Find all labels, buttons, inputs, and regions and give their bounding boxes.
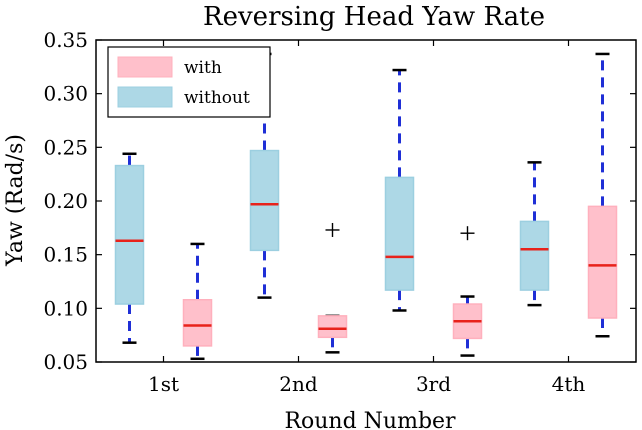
box-body [384, 176, 415, 291]
legend: with without [107, 46, 271, 118]
x-axis-label: Round Number [284, 409, 456, 430]
box-body [114, 164, 145, 305]
outlier-marker [460, 226, 475, 241]
box-without-1st [114, 152, 145, 344]
x-tick-label: 1st [148, 372, 179, 396]
box-body [317, 315, 348, 339]
y-tick-label: 0.35 [43, 28, 88, 52]
box-with-1st [182, 242, 213, 361]
y-tick-label: 0.05 [43, 350, 88, 374]
y-tick-label: 0.25 [43, 135, 88, 159]
box-without-3rd [384, 68, 415, 312]
y-axis-label: Yaw (Rad/s) [3, 134, 28, 267]
box-with-3rd [452, 226, 483, 357]
x-tick-label: 4th [552, 372, 586, 396]
y-tick-label: 0.30 [43, 82, 88, 106]
box-body [519, 220, 550, 291]
x-tick-label: 3rd [416, 372, 451, 396]
legend-label-without: without [184, 88, 250, 108]
x-tick-label: 2nd [279, 372, 318, 396]
box-body [587, 205, 618, 319]
legend-label-with: with [184, 58, 222, 78]
box-without-4th [519, 161, 550, 307]
y-tick-label: 0.10 [43, 296, 88, 320]
outlier-marker [325, 222, 340, 237]
box-body [182, 298, 213, 347]
box-without-2nd [249, 52, 280, 299]
box-body [249, 149, 280, 252]
y-tick-label: 0.20 [43, 189, 88, 213]
legend-swatch-with [117, 56, 173, 78]
box-with-2nd [317, 222, 348, 354]
legend-swatch-without [117, 86, 173, 108]
y-tick-label: 0.15 [43, 243, 88, 267]
chart-title: Reversing Head Yaw Rate [203, 2, 545, 32]
box-with-4th [587, 52, 618, 338]
plot-area: 0.05 0.10 0.15 0.20 0.25 0.30 0.35 1st 2nd 3rd 4th… [43, 28, 637, 396]
